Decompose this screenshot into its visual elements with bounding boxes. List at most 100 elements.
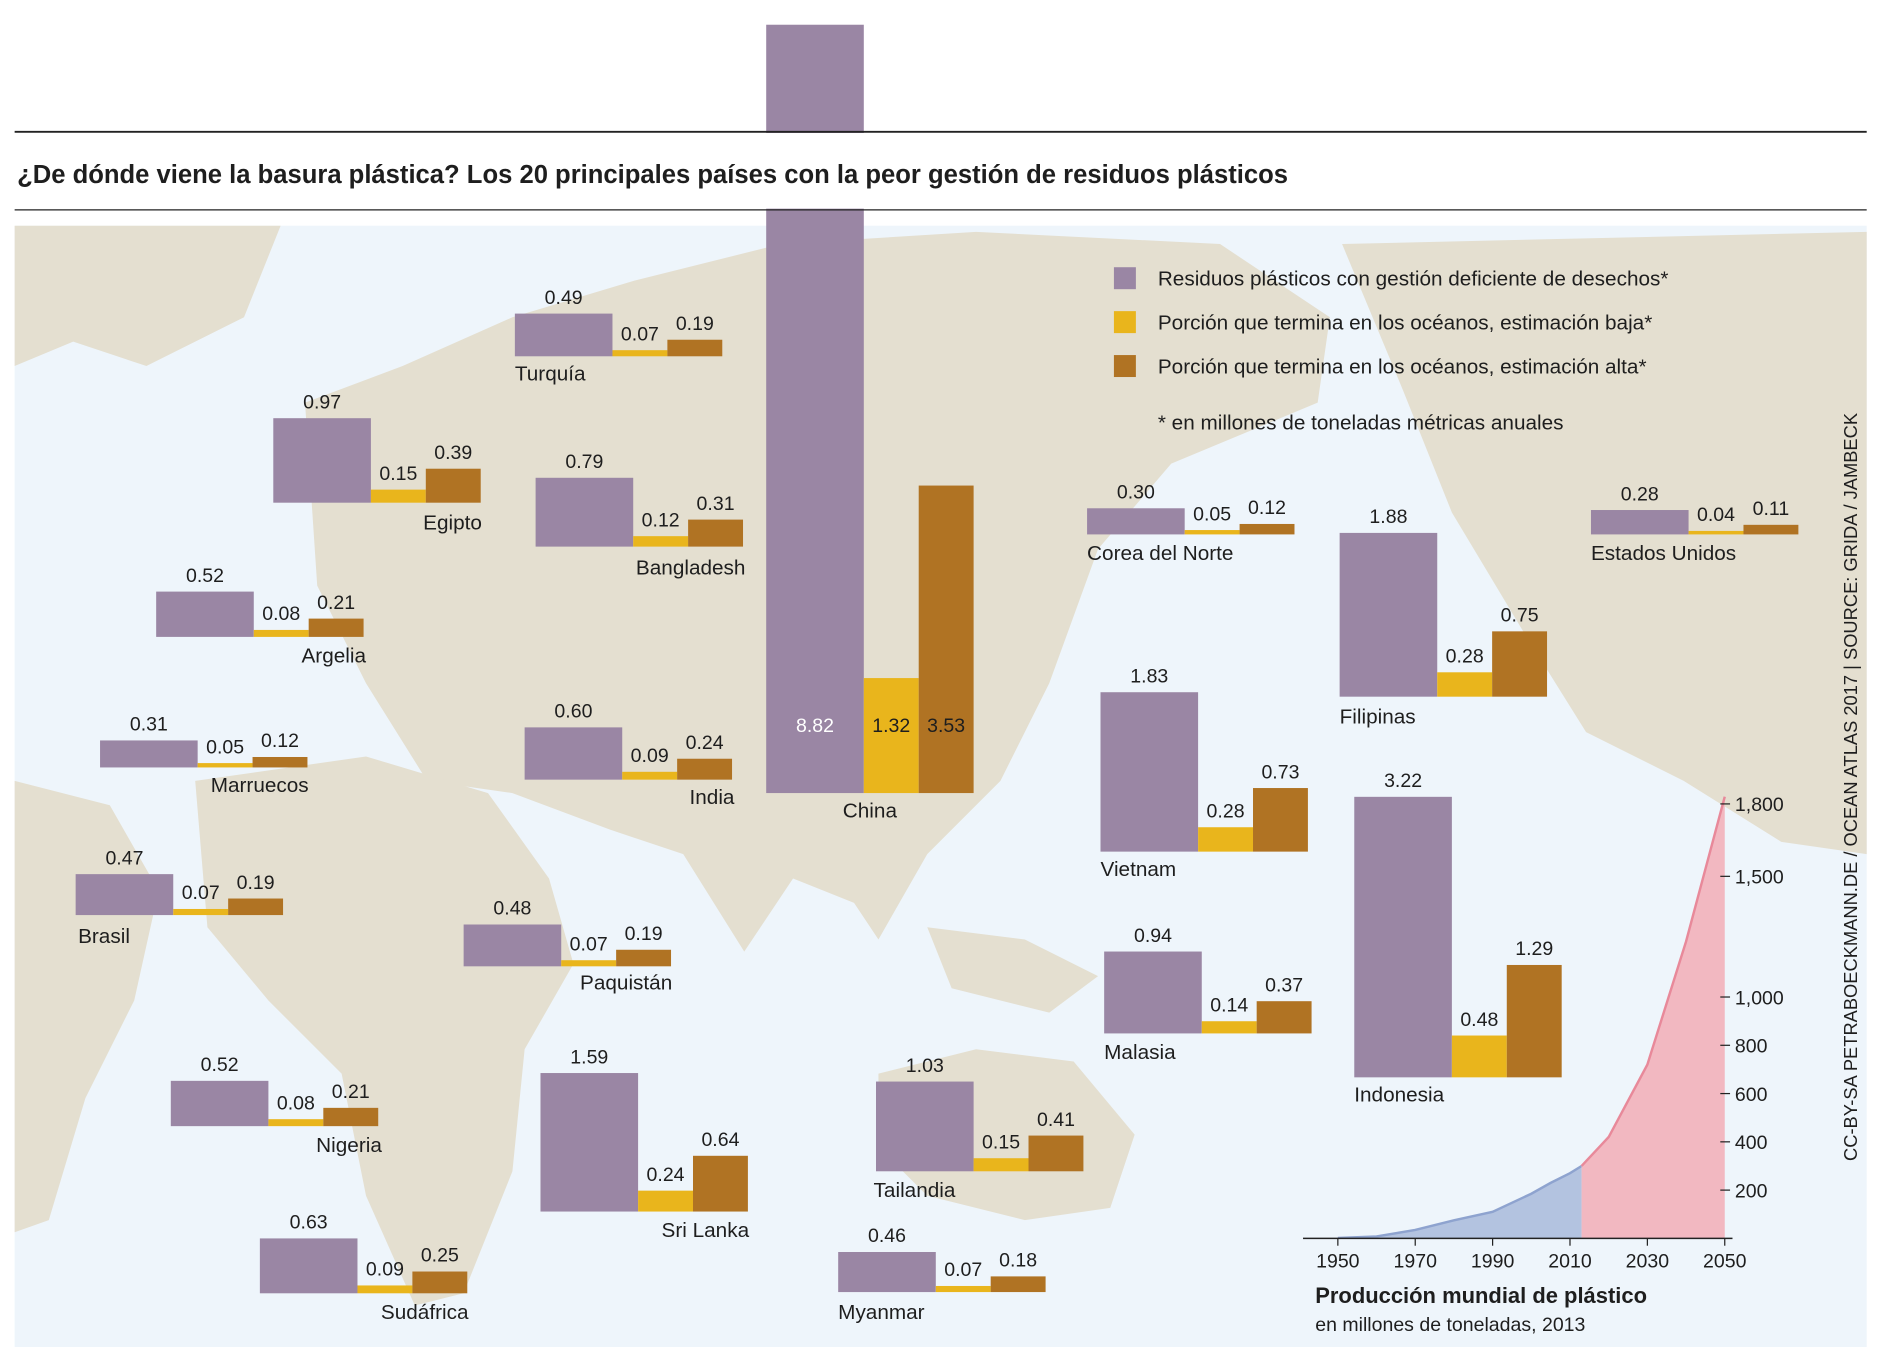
chart-marks: 8.82 1.32 3.53 China 3.22 0.48 1.29 Indonesia 1.…	[75, 24, 1799, 1324]
value-label: 0.60	[554, 701, 592, 723]
value-label: 0.28	[1207, 800, 1245, 822]
y-tick-label: 800	[1735, 1036, 1768, 1058]
bar	[1688, 530, 1744, 535]
value-label: 0.11	[1753, 498, 1790, 520]
bar	[412, 1271, 468, 1294]
country-name: India	[690, 786, 735, 809]
country-name: Sri Lanka	[662, 1219, 750, 1242]
value-label: 0.24	[647, 1164, 685, 1186]
value-label: 0.15	[379, 463, 417, 485]
title-band: ¿De dónde viene la basura plástica? Los …	[0, 130, 1885, 211]
value-label: 0.28	[1621, 483, 1659, 505]
bar	[1104, 951, 1202, 1034]
value-label: 3.22	[1384, 770, 1422, 792]
value-label: 0.28	[1446, 646, 1484, 668]
bar	[616, 949, 672, 967]
bar	[1743, 524, 1799, 535]
area	[1337, 1165, 1582, 1239]
bar	[514, 313, 613, 357]
value-label: 3.53	[927, 715, 965, 737]
x-tick-label: 2010	[1548, 1251, 1592, 1273]
bar	[370, 489, 426, 503]
bar	[308, 618, 364, 637]
area-line	[1337, 1164, 1583, 1240]
bar	[1590, 510, 1689, 535]
area	[1581, 796, 1725, 1239]
value-label: 0.05	[206, 736, 244, 758]
bar	[612, 350, 668, 357]
bar	[1437, 672, 1493, 697]
country-name: Malasia	[1104, 1041, 1176, 1064]
bar	[677, 758, 733, 780]
country-name: Marruecos	[211, 774, 309, 797]
country-name: Paquistán	[580, 971, 672, 994]
country-name: Estados Unidos	[1591, 542, 1736, 565]
legend-swatch	[1113, 355, 1136, 378]
bar	[252, 756, 308, 768]
value-label: 0.49	[545, 287, 583, 309]
bar	[1087, 508, 1185, 535]
legend-label: Porción que termina en los océanos, esti…	[1158, 355, 1647, 378]
bar	[1201, 1021, 1257, 1034]
bar	[973, 1158, 1029, 1172]
y-tick-label: 200	[1735, 1180, 1768, 1202]
land	[14, 225, 281, 367]
value-label: 0.12	[1248, 497, 1286, 519]
value-label: 1.03	[906, 1055, 944, 1077]
value-label: 0.41	[1037, 1109, 1075, 1131]
value-label: 0.19	[676, 313, 714, 335]
value-label: 0.24	[686, 732, 724, 754]
country-name: Egipto	[423, 512, 482, 535]
bar	[692, 1155, 748, 1212]
country-name: Indonesia	[1354, 1084, 1444, 1107]
country-name: Filipinas	[1340, 706, 1416, 729]
value-label: 0.25	[421, 1245, 459, 1267]
country-name: Vietnam	[1100, 858, 1176, 881]
bar	[667, 339, 723, 357]
bar	[540, 1073, 639, 1212]
bar	[173, 908, 229, 916]
legend-swatch	[1113, 267, 1136, 290]
legend-label: Residuos plásticos con gestión deficient…	[1158, 268, 1669, 291]
value-label: 0.73	[1261, 761, 1299, 783]
bar	[622, 771, 678, 780]
bar	[357, 1285, 413, 1294]
bar	[273, 418, 371, 503]
value-label: 0.08	[262, 603, 300, 625]
value-label: 0.07	[621, 323, 659, 345]
value-label: 0.07	[570, 933, 608, 955]
value-label: 0.46	[868, 1225, 906, 1247]
bar	[1339, 532, 1438, 697]
land	[927, 927, 1099, 1013]
inset-subtitle: en millones de toneladas, 2013	[1315, 1314, 1585, 1336]
bar	[688, 519, 744, 547]
bar	[863, 678, 919, 794]
value-label: 0.48	[493, 898, 531, 920]
value-label: 0.63	[290, 1212, 328, 1234]
legend-swatch	[1113, 311, 1136, 334]
value-label: 0.04	[1697, 504, 1735, 526]
bar	[323, 1107, 379, 1127]
bar	[1184, 530, 1240, 535]
country-name: Sudáfrica	[381, 1301, 469, 1324]
footnote: * en millones de toneladas métricas anua…	[1158, 411, 1564, 434]
bar	[1028, 1135, 1084, 1172]
bar	[75, 874, 174, 916]
value-label: 0.31	[697, 493, 735, 515]
bar	[918, 485, 974, 794]
value-label: 0.07	[182, 882, 220, 904]
bar	[1198, 827, 1254, 852]
x-tick-label: 1950	[1316, 1251, 1360, 1273]
country-name: China	[843, 799, 898, 822]
value-label: 0.97	[303, 391, 341, 413]
y-tick-label: 1,000	[1735, 987, 1784, 1009]
value-label: 0.07	[944, 1259, 982, 1281]
bar	[561, 960, 617, 967]
bar	[253, 629, 309, 637]
value-label: 0.08	[277, 1092, 315, 1114]
bar	[268, 1119, 324, 1127]
value-label: 0.48	[1460, 1009, 1498, 1031]
y-tick-label: 400	[1735, 1132, 1768, 1154]
